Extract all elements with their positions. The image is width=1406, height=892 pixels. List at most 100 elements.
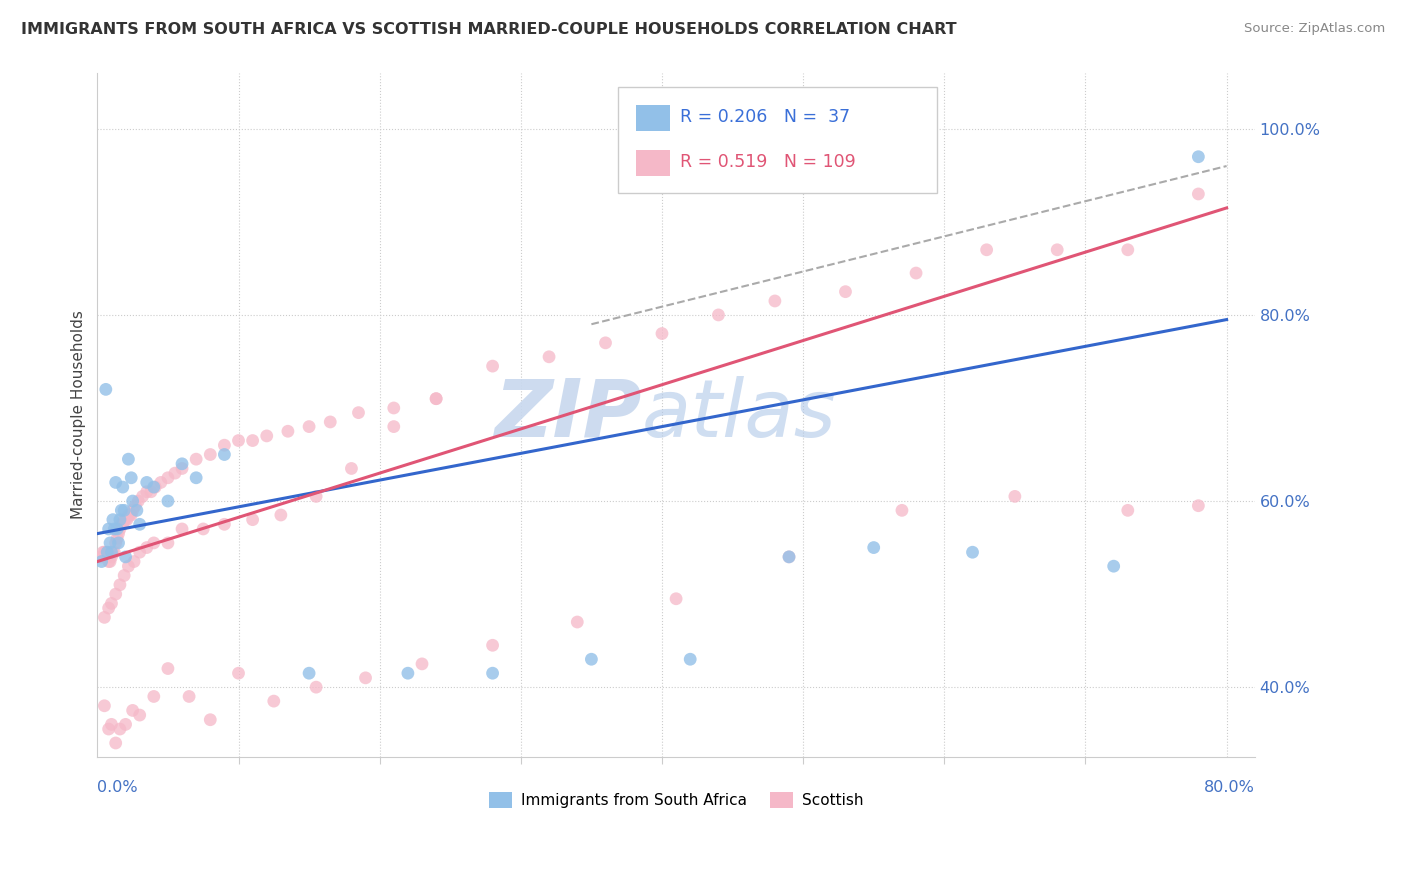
Legend: Immigrants from South Africa, Scottish: Immigrants from South Africa, Scottish [482, 786, 869, 814]
Point [97, 555, 120, 569]
Point [122, 555, 145, 569]
Point [214, 517, 236, 532]
Point [125, 503, 148, 517]
Point [214, 448, 236, 462]
Point [347, 406, 370, 420]
Point [679, 652, 702, 666]
Point [186, 471, 208, 485]
FancyBboxPatch shape [636, 105, 671, 131]
Point [111, 480, 134, 494]
Point [651, 326, 673, 341]
Point [110, 503, 132, 517]
Point [156, 494, 179, 508]
Point [135, 475, 157, 490]
Point [100, 717, 122, 731]
Point [117, 559, 139, 574]
Point [142, 480, 165, 494]
Point [104, 736, 127, 750]
Point [97, 722, 120, 736]
Point [962, 545, 984, 559]
Point [108, 578, 131, 592]
Point [94, 383, 117, 397]
Point [101, 545, 124, 559]
Point [214, 438, 236, 452]
Point [127, 494, 149, 508]
Point [270, 508, 292, 522]
Point [763, 293, 786, 308]
Point [115, 513, 138, 527]
Point [96, 549, 118, 564]
Point [93, 545, 115, 559]
Point [707, 308, 730, 322]
FancyBboxPatch shape [619, 87, 936, 193]
Point [242, 513, 264, 527]
Point [121, 494, 143, 508]
Point [135, 484, 157, 499]
Point [481, 359, 503, 373]
Point [105, 531, 128, 545]
Point [93, 610, 115, 624]
Point [97, 522, 120, 536]
Point [481, 638, 503, 652]
Point [128, 517, 150, 532]
Point [538, 350, 561, 364]
Point [277, 424, 299, 438]
Point [90, 549, 112, 564]
Point [108, 843, 131, 857]
Point [396, 666, 419, 681]
Point [93, 698, 115, 713]
Point [411, 657, 433, 671]
Point [481, 666, 503, 681]
Point [112, 568, 135, 582]
Point [91, 545, 114, 559]
Point [135, 541, 157, 555]
Point [112, 513, 135, 527]
Point [976, 243, 998, 257]
Point [108, 722, 131, 736]
Point [193, 522, 215, 536]
Point [128, 708, 150, 723]
Point [156, 661, 179, 675]
Point [128, 545, 150, 559]
Point [111, 517, 134, 532]
Point [1187, 186, 1209, 201]
Point [96, 545, 118, 559]
Text: 0.0%: 0.0% [97, 780, 138, 795]
Point [228, 434, 250, 448]
Point [581, 652, 603, 666]
Point [382, 419, 405, 434]
Point [90, 555, 112, 569]
Point [142, 536, 165, 550]
FancyBboxPatch shape [636, 150, 671, 176]
Point [186, 452, 208, 467]
Point [117, 508, 139, 522]
Point [100, 545, 122, 559]
Point [103, 522, 125, 536]
Point [834, 285, 856, 299]
Point [778, 549, 800, 564]
Point [242, 434, 264, 448]
Point [425, 392, 447, 406]
Point [98, 555, 121, 569]
Point [121, 503, 143, 517]
Point [118, 508, 141, 522]
Point [97, 601, 120, 615]
Point [143, 480, 166, 494]
Point [905, 266, 928, 280]
Point [200, 713, 222, 727]
Text: R = 0.519   N = 109: R = 0.519 N = 109 [679, 153, 855, 171]
Point [354, 671, 377, 685]
Point [305, 489, 328, 503]
Point [425, 392, 447, 406]
Text: Source: ZipAtlas.com: Source: ZipAtlas.com [1244, 22, 1385, 36]
Point [567, 615, 589, 629]
Point [142, 690, 165, 704]
Point [107, 536, 129, 550]
Point [665, 591, 688, 606]
Point [150, 801, 173, 815]
Point [149, 475, 172, 490]
Point [105, 522, 128, 536]
Point [136, 815, 159, 830]
Point [778, 549, 800, 564]
Point [256, 429, 278, 443]
